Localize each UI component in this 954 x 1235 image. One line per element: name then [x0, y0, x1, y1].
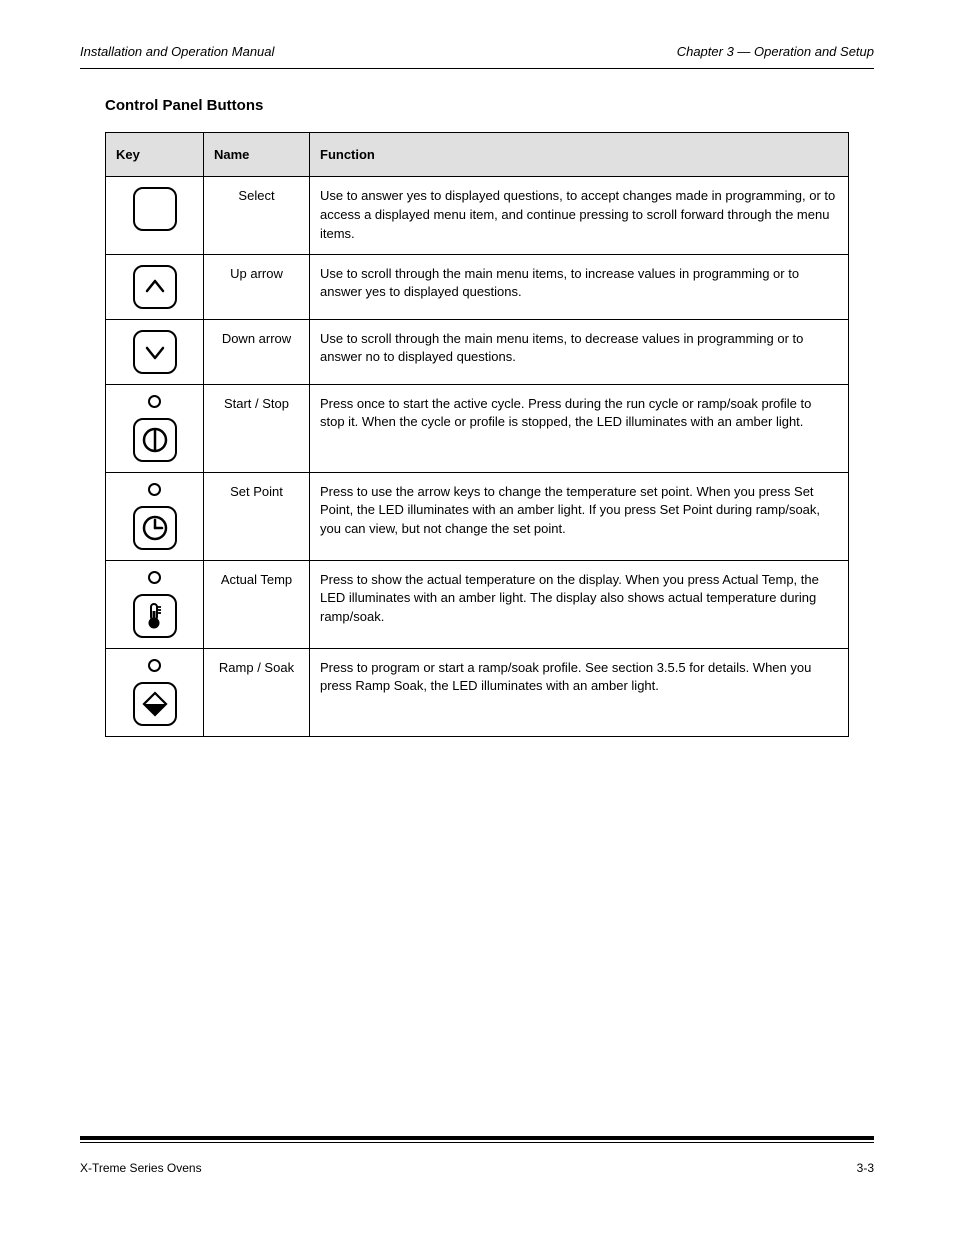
col-key: Key: [106, 133, 204, 177]
led-icon: [148, 659, 161, 672]
select-icon: [133, 187, 177, 231]
name-cell: Up arrow: [204, 254, 310, 319]
function-cell: Use to scroll through the main menu item…: [310, 319, 849, 384]
col-function: Function: [310, 133, 849, 177]
table-row: Actual Temp Press to show the actual tem…: [106, 560, 849, 648]
key-cell: [106, 384, 204, 472]
down-arrow-icon: [133, 330, 177, 374]
header-right: Chapter 3 — Operation and Setup: [677, 44, 874, 59]
function-cell: Press to use the arrow keys to change th…: [310, 472, 849, 560]
footer-rule: [80, 1136, 874, 1143]
key-cell: [106, 472, 204, 560]
table-row: Ramp / Soak Press to program or start a …: [106, 648, 849, 736]
table-row: Down arrow Use to scroll through the mai…: [106, 319, 849, 384]
function-cell: Use to scroll through the main menu item…: [310, 254, 849, 319]
header-left: Installation and Operation Manual: [80, 44, 274, 59]
start-stop-icon: [133, 418, 177, 462]
function-cell: Press to program or start a ramp/soak pr…: [310, 648, 849, 736]
footer-right: 3-3: [857, 1161, 874, 1175]
header-rule: [80, 68, 874, 69]
table-row: Start / Stop Press once to start the act…: [106, 384, 849, 472]
name-cell: Start / Stop: [204, 384, 310, 472]
up-arrow-icon: [133, 265, 177, 309]
led-icon: [148, 571, 161, 584]
name-cell: Actual Temp: [204, 560, 310, 648]
name-cell: Select: [204, 177, 310, 255]
led-icon: [148, 483, 161, 496]
key-cell: [106, 560, 204, 648]
key-cell: [106, 648, 204, 736]
table-row: Set Point Press to use the arrow keys to…: [106, 472, 849, 560]
key-cell: [106, 319, 204, 384]
name-cell: Set Point: [204, 472, 310, 560]
thermometer-icon: [133, 594, 177, 638]
name-cell: Down arrow: [204, 319, 310, 384]
table-row: Select Use to answer yes to displayed qu…: [106, 177, 849, 255]
table-row: Up arrow Use to scroll through the main …: [106, 254, 849, 319]
page-header: Installation and Operation Manual Chapte…: [80, 44, 874, 59]
footer-left: X-Treme Series Ovens: [80, 1161, 202, 1175]
name-cell: Ramp / Soak: [204, 648, 310, 736]
key-cell: [106, 254, 204, 319]
ramp-soak-icon: [133, 682, 177, 726]
function-cell: Press once to start the active cycle. Pr…: [310, 384, 849, 472]
col-name: Name: [204, 133, 310, 177]
page-footer: X-Treme Series Ovens 3-3: [80, 1161, 874, 1175]
set-point-icon: [133, 506, 177, 550]
function-cell: Press to show the actual temperature on …: [310, 560, 849, 648]
led-icon: [148, 395, 161, 408]
table-header-row: Key Name Function: [106, 133, 849, 177]
section-title: Control Panel Buttons: [105, 97, 263, 114]
controls-table: Key Name Function Select Use to answer y…: [105, 132, 849, 737]
key-cell: [106, 177, 204, 255]
function-cell: Use to answer yes to displayed questions…: [310, 177, 849, 255]
